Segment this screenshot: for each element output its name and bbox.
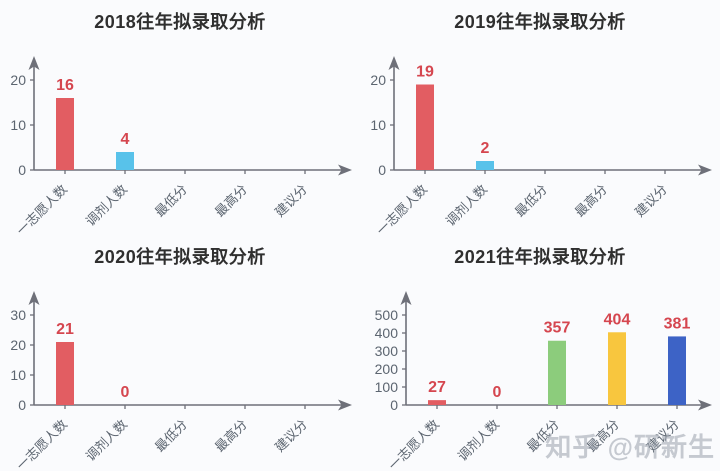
x-category-label: 最低分 <box>524 417 562 455</box>
x-category-label: 最低分 <box>152 417 190 455</box>
y-tick-label: 0 <box>378 162 386 178</box>
y-axis-arrow-icon <box>28 56 40 70</box>
y-tick-label: 200 <box>375 361 399 377</box>
bar-category-0 <box>56 98 74 170</box>
value-label: 381 <box>664 315 691 332</box>
y-axis-arrow-icon <box>400 291 412 305</box>
value-label: 404 <box>604 311 631 328</box>
x-category-label: 最低分 <box>512 182 550 220</box>
value-label: 0 <box>493 384 502 401</box>
y-tick-label: 0 <box>18 397 26 413</box>
x-category-label: 建议分 <box>272 182 310 220</box>
y-axis-arrow-icon <box>388 56 400 70</box>
x-axis-arrow-icon <box>698 399 712 411</box>
chart-title-2021: 2021往年拟录取分析 <box>454 247 626 267</box>
x-category-label: 一志愿人数 <box>386 417 443 471</box>
x-category-label: 调剂人数 <box>83 182 130 229</box>
bar-category-0 <box>416 84 434 170</box>
chart-title-2020: 2020往年拟录取分析 <box>94 247 266 267</box>
bar-category-1 <box>476 161 494 170</box>
x-category-label: 调剂人数 <box>443 182 490 229</box>
y-tick-label: 10 <box>370 117 386 133</box>
value-label: 21 <box>56 321 74 338</box>
x-category-label: 建议分 <box>644 417 682 455</box>
value-label: 4 <box>121 131 130 148</box>
chart-panel-2018: 2018往年拟录取分析 0 10 20 一志愿人数 16 调剂人数 4 最低分 最高分 建议分 <box>0 0 360 238</box>
y-tick-label: 20 <box>10 337 26 353</box>
y-axis-arrow-icon <box>28 291 40 305</box>
y-tick-label: 0 <box>390 397 398 413</box>
x-category-label: 调剂人数 <box>83 417 130 464</box>
value-label: 2 <box>481 140 490 157</box>
chart-panel-2021: 2021往年拟录取分析 0 100 200 300 400 500 一志愿人数 27 调剂人数 0… <box>360 235 720 471</box>
chart-title-2018: 2018往年拟录取分析 <box>94 12 266 32</box>
y-tick-label: 20 <box>370 72 386 88</box>
y-tick-label: 20 <box>10 72 26 88</box>
value-label: 16 <box>56 77 74 94</box>
bar-category-0 <box>56 342 74 405</box>
chart-2018: 0 10 20 一志愿人数 16 调剂人数 4 最低分 最高分 建议分 <box>10 56 352 238</box>
y-tick-label: 300 <box>375 343 399 359</box>
y-tick-label: 400 <box>375 325 399 341</box>
value-label: 19 <box>416 64 434 81</box>
x-category-label: 建议分 <box>272 417 310 455</box>
x-category-label: 最高分 <box>212 182 250 220</box>
x-category-label: 建议分 <box>632 182 670 220</box>
y-tick-label: 30 <box>10 307 26 323</box>
chart-2021: 0 100 200 300 400 500 一志愿人数 27 调剂人数 0 最低分 357 最高分 404… <box>375 291 712 471</box>
value-label: 0 <box>121 384 130 401</box>
x-category-label: 一志愿人数 <box>14 182 71 239</box>
bar-category-1 <box>116 152 134 170</box>
x-category-label: 一志愿人数 <box>374 182 431 239</box>
x-axis-arrow-icon <box>338 399 352 411</box>
y-tick-label: 10 <box>10 367 26 383</box>
chart-title-2019: 2019往年拟录取分析 <box>454 12 626 32</box>
value-label: 357 <box>544 320 571 337</box>
chart-panel-2019: 2019往年拟录取分析 0 10 20 一志愿人数 19 调剂人数 2 最低分 最高分 建议分 <box>360 0 720 238</box>
x-axis-arrow-icon <box>338 164 352 176</box>
bar-category-4 <box>668 336 686 405</box>
x-category-label: 最低分 <box>152 182 190 220</box>
chart-panel-2020: 2020往年拟录取分析 0 10 20 30 一志愿人数 21 调剂人数 0 最低分 最高分 建议分 <box>0 235 360 471</box>
x-category-label: 最高分 <box>212 417 250 455</box>
y-tick-label: 100 <box>375 379 399 395</box>
y-tick-label: 10 <box>10 117 26 133</box>
chart-2019: 0 10 20 一志愿人数 19 调剂人数 2 最低分 最高分 建议分 <box>370 56 712 238</box>
x-axis-arrow-icon <box>698 164 712 176</box>
x-category-label: 最高分 <box>584 417 622 455</box>
y-tick-label: 0 <box>18 162 26 178</box>
bar-category-0 <box>428 400 446 405</box>
chart-2020: 0 10 20 30 一志愿人数 21 调剂人数 0 最低分 最高分 建议分 <box>10 291 352 471</box>
x-category-label: 一志愿人数 <box>14 417 71 471</box>
bar-category-3 <box>608 332 626 405</box>
x-category-label: 调剂人数 <box>455 417 502 464</box>
bar-category-2 <box>548 340 566 405</box>
value-label: 27 <box>428 379 446 396</box>
y-tick-label: 500 <box>375 307 399 323</box>
x-category-label: 最高分 <box>572 182 610 220</box>
